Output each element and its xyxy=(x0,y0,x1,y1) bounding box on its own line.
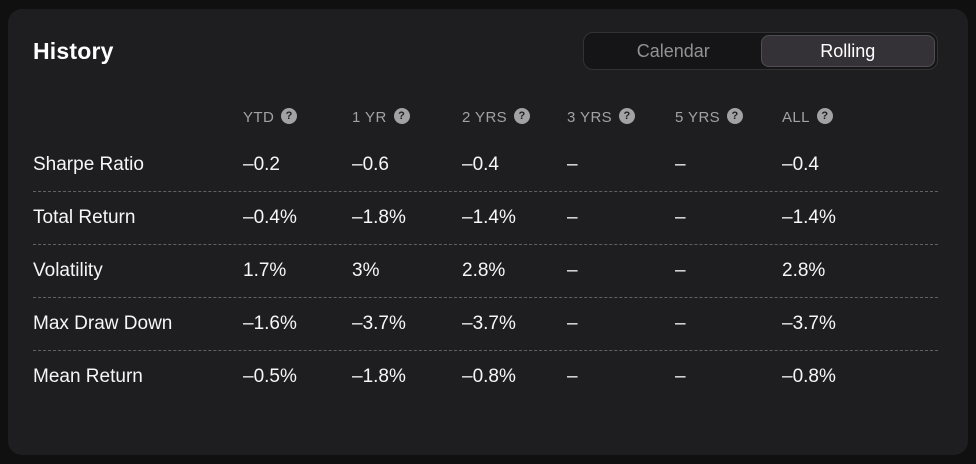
cell-value: 3% xyxy=(352,260,380,281)
column-header-label: 1 YR xyxy=(352,108,387,126)
cell-value: –3.7% xyxy=(782,313,836,334)
table-row-total-return: Total Return –0.4% –1.8% –1.4% – – –1.4% xyxy=(33,191,938,244)
help-icon[interactable]: ? xyxy=(619,108,636,124)
column-header-label: 5 YRS xyxy=(675,108,721,126)
cell-value: –0.2 xyxy=(243,154,280,175)
cell-value: – xyxy=(675,154,686,175)
cell-value: –0.8% xyxy=(782,366,836,387)
column-header-1yr: 1 YR ? xyxy=(352,108,462,126)
cell-value: –1.4% xyxy=(782,207,836,228)
table-row-mean-return: Mean Return –0.5% –1.8% –0.8% – – –0.8% xyxy=(33,350,938,403)
help-icon[interactable]: ? xyxy=(281,108,298,124)
cell-value: –1.4% xyxy=(462,207,516,228)
cell-value: – xyxy=(567,366,578,387)
row-label: Total Return xyxy=(33,207,136,228)
help-icon[interactable]: ? xyxy=(393,108,410,124)
cell-value: –0.6 xyxy=(352,154,389,175)
column-header-5yrs: 5 YRS ? xyxy=(675,108,782,126)
cell-value: –0.8% xyxy=(462,366,516,387)
cell-value: – xyxy=(567,313,578,334)
column-header-label: ALL xyxy=(782,108,810,126)
cell-value: –0.4% xyxy=(243,207,297,228)
cell-value: –1.8% xyxy=(352,207,406,228)
cell-value: – xyxy=(567,207,578,228)
cell-value: – xyxy=(675,260,686,281)
cell-value: – xyxy=(675,207,686,228)
cell-value: – xyxy=(567,260,578,281)
cell-value: 2.8% xyxy=(462,260,506,281)
row-label: Max Draw Down xyxy=(33,313,173,334)
column-header-3yrs: 3 YRS ? xyxy=(567,108,675,126)
table-row-sharpe-ratio: Sharpe Ratio –0.2 –0.6 –0.4 – – –0.4 xyxy=(33,139,938,191)
help-icon[interactable]: ? xyxy=(816,108,833,124)
column-header-label: 3 YRS xyxy=(567,108,613,126)
row-label: Sharpe Ratio xyxy=(33,154,144,175)
cell-value: –0.5% xyxy=(243,366,297,387)
table-header-row: YTD ? 1 YR ? 2 YRS ? 3 YRS ? 5 YRS ? ALL… xyxy=(33,95,938,139)
card-header: History Calendar Rolling xyxy=(33,31,938,71)
cell-value: –0.4 xyxy=(782,154,819,175)
table-row-volatility: Volatility 1.7% 3% 2.8% – – 2.8% xyxy=(33,244,938,297)
cell-value: – xyxy=(567,154,578,175)
column-header-ytd: YTD ? xyxy=(243,108,352,126)
cell-value: 2.8% xyxy=(782,260,826,281)
row-label: Mean Return xyxy=(33,366,143,387)
cell-value: –1.6% xyxy=(243,313,297,334)
cell-value: –1.8% xyxy=(352,366,406,387)
row-label: Volatility xyxy=(33,260,103,281)
help-icon[interactable]: ? xyxy=(727,108,744,124)
cell-value: –0.4 xyxy=(462,154,499,175)
column-header-label: 2 YRS xyxy=(462,108,508,126)
column-header-all: ALL ? xyxy=(782,108,938,126)
metrics-table: YTD ? 1 YR ? 2 YRS ? 3 YRS ? 5 YRS ? ALL… xyxy=(33,95,938,403)
history-card: History Calendar Rolling YTD ? 1 YR ? 2 … xyxy=(8,9,968,455)
cell-value: –3.7% xyxy=(352,313,406,334)
table-row-max-draw-down: Max Draw Down –1.6% –3.7% –3.7% – – –3.7… xyxy=(33,297,938,350)
toggle-option-calendar[interactable]: Calendar xyxy=(636,40,710,61)
toggle-option-rolling[interactable]: Rolling xyxy=(760,35,935,67)
column-header-label: YTD xyxy=(243,108,275,126)
column-header-2yrs: 2 YRS ? xyxy=(462,108,567,126)
cell-value: –3.7% xyxy=(462,313,516,334)
cell-value: – xyxy=(675,313,686,334)
help-icon[interactable]: ? xyxy=(514,108,531,124)
cell-value: 1.7% xyxy=(243,260,287,281)
cell-value: – xyxy=(675,366,686,387)
page-title: History xyxy=(33,37,114,64)
calendar-rolling-toggle: Calendar Rolling xyxy=(583,32,938,70)
